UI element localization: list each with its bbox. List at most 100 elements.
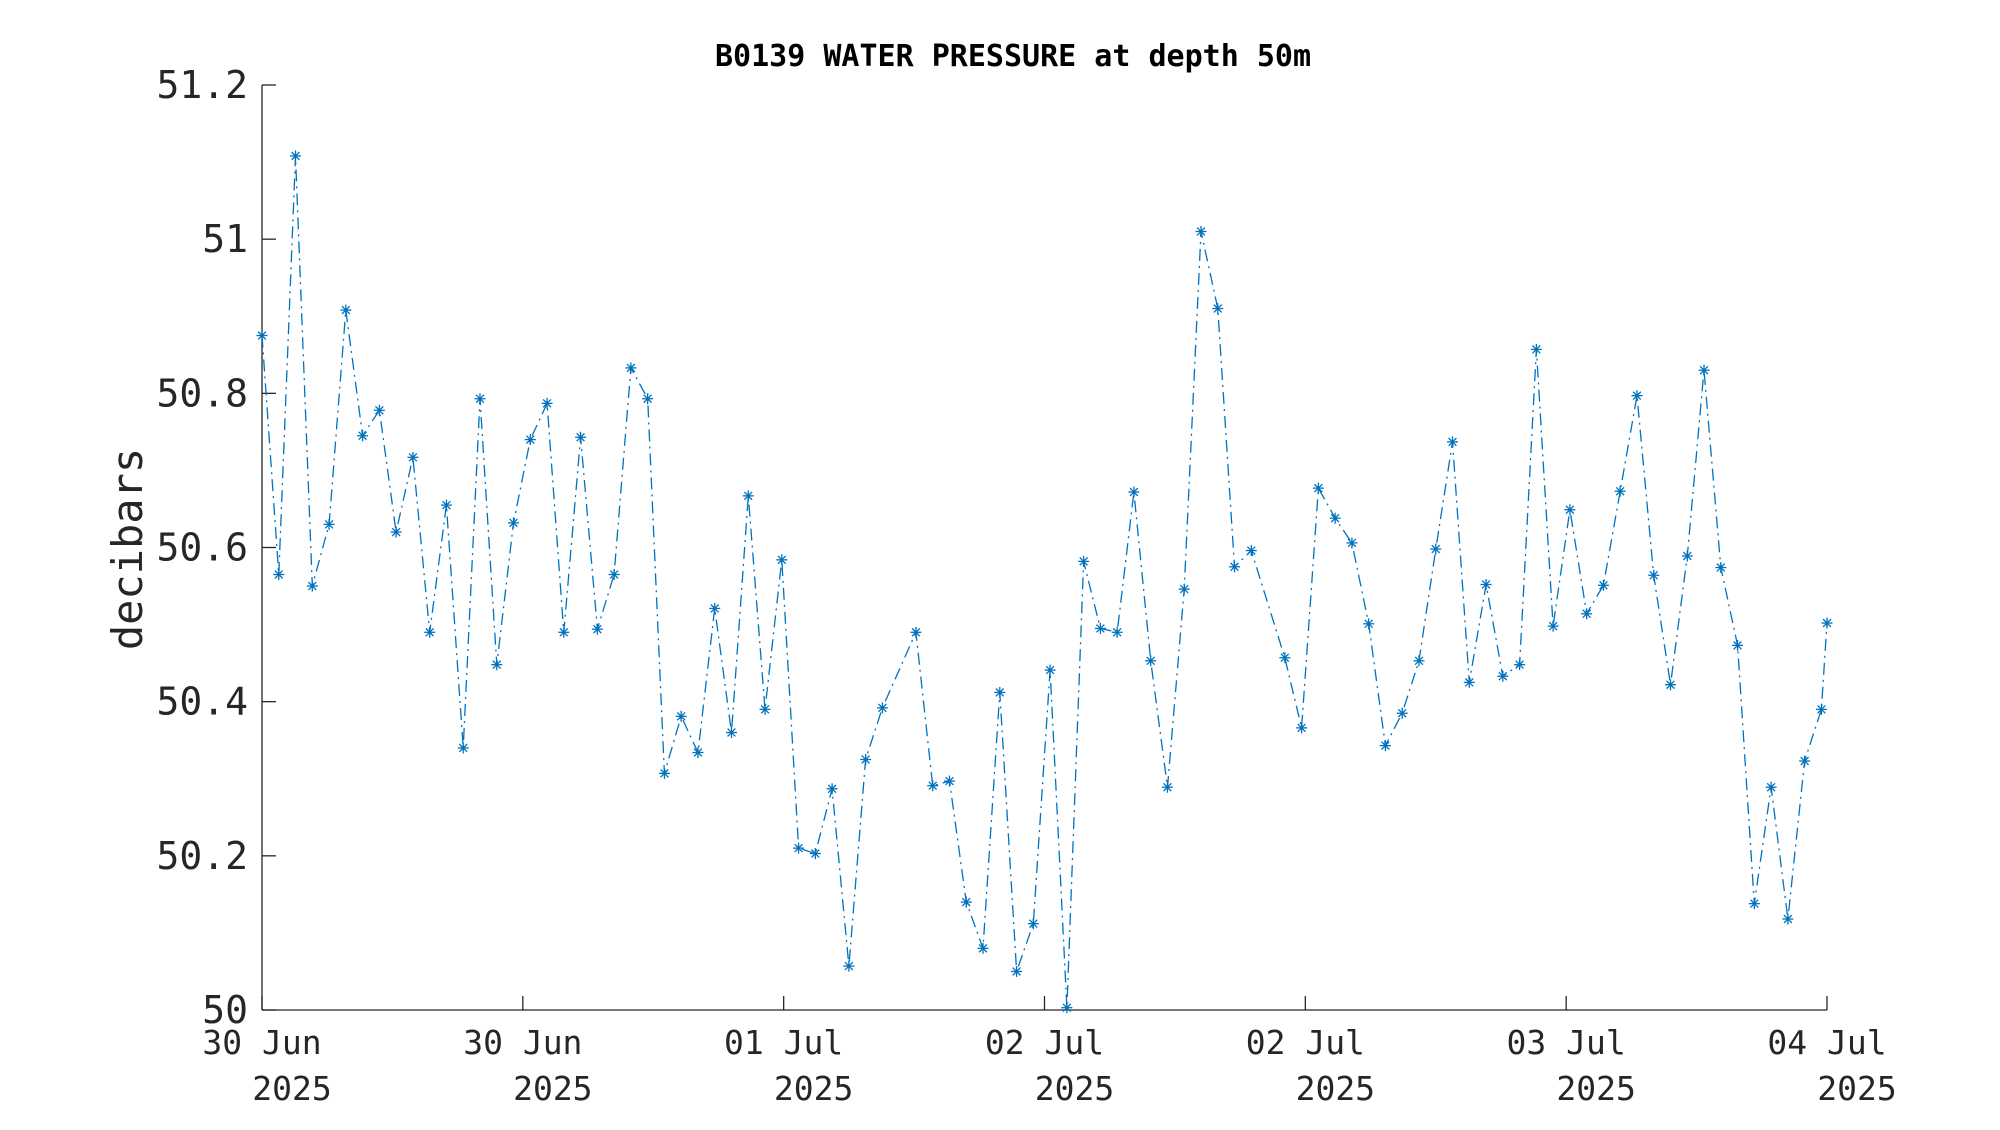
data-point-marker	[1581, 608, 1593, 620]
data-point-marker	[1027, 918, 1039, 930]
data-point-marker	[1011, 965, 1023, 977]
x-tick-label-year: 2025	[252, 1069, 331, 1108]
data-point-marker	[290, 150, 302, 162]
data-point-marker	[910, 626, 922, 638]
data-point-marker	[1396, 707, 1408, 719]
data-point-marker	[1480, 579, 1492, 590]
data-point-marker	[658, 767, 670, 779]
data-point-marker	[1094, 622, 1106, 634]
data-point-marker	[1698, 364, 1710, 376]
data-point-marker	[709, 602, 721, 614]
data-point-marker	[1765, 781, 1777, 793]
data-point-marker	[943, 775, 955, 787]
chart-title: B0139 WATER PRESSURE at depth 50m	[715, 39, 1311, 74]
data-point-marker	[675, 710, 687, 722]
data-point-marker	[1463, 676, 1475, 688]
data-point-marker	[1178, 583, 1190, 595]
data-point-marker	[373, 404, 385, 416]
data-point-marker	[407, 451, 419, 463]
data-point-marker	[1245, 545, 1257, 557]
data-point-marker	[1346, 537, 1358, 549]
data-point-marker	[541, 397, 553, 409]
data-point-marker	[491, 659, 503, 671]
data-point-marker	[608, 568, 620, 580]
data-point-marker	[1279, 652, 1291, 664]
data-point-marker	[424, 626, 436, 638]
data-point-marker	[843, 960, 855, 972]
data-point-marker	[390, 526, 402, 538]
data-point-marker	[1329, 512, 1341, 524]
data-point-marker	[1145, 655, 1157, 667]
data-point-marker	[977, 942, 989, 954]
data-point-marker	[692, 747, 704, 759]
x-ticks: 30 Jun 2025 30 Jun 2025 01 Jul 2025 02 Jul 2025…	[202, 996, 1897, 1108]
data-point-marker	[960, 896, 972, 908]
data-point-marker	[1229, 561, 1241, 573]
data-point-marker	[1128, 486, 1140, 498]
data-point-marker	[876, 702, 888, 714]
y-tick-label: 50.8	[156, 371, 248, 415]
data-point-marker	[726, 727, 737, 738]
data-point-marker	[1564, 504, 1576, 516]
x-tick-label-year: 2025	[1296, 1069, 1375, 1108]
data-point-marker	[1681, 550, 1693, 562]
data-point-marker	[1447, 436, 1459, 448]
y-tick-label: 50	[202, 988, 248, 1032]
y-tick-label: 50.6	[156, 526, 248, 570]
x-tick-label-date: 02 Jul	[1246, 1023, 1365, 1062]
y-tick-label: 50.2	[156, 834, 248, 878]
y-axis-label: decibars	[103, 448, 152, 650]
data-point-marker	[1379, 740, 1391, 752]
data-point-marker	[759, 703, 771, 715]
y-tick-label: 51	[202, 217, 248, 261]
data-point-marker	[1815, 703, 1827, 715]
x-tick-label-date: 01 Jul	[724, 1023, 843, 1062]
data-point-marker	[1078, 555, 1090, 567]
data-point-marker	[1631, 390, 1643, 402]
data-point-marker	[994, 686, 1006, 698]
data-point-marker	[625, 362, 637, 374]
data-point-marker	[1732, 639, 1744, 651]
data-point-marker	[357, 430, 369, 442]
x-tick-label-date: 02 Jul	[985, 1023, 1104, 1062]
x-tick-label-year: 2025	[1817, 1069, 1896, 1108]
data-point-marker	[1715, 562, 1727, 574]
data-point-marker	[1782, 913, 1794, 925]
data-point-marker	[927, 780, 939, 792]
data-point-marker	[591, 623, 603, 635]
data-point-marker	[1212, 303, 1224, 315]
data-point-marker	[1363, 618, 1375, 630]
series-group	[256, 150, 1833, 1014]
data-point-marker	[642, 393, 654, 405]
data-point-marker	[860, 753, 872, 765]
data-point-marker	[1614, 485, 1626, 497]
data-point-marker	[1597, 579, 1609, 591]
data-point-marker	[508, 517, 520, 529]
data-point-marker	[793, 842, 805, 854]
data-point-marker	[1497, 670, 1509, 682]
data-point-marker	[809, 848, 821, 860]
data-point-marker	[474, 393, 486, 405]
data-point-marker	[1195, 225, 1207, 237]
data-point-marker	[1161, 781, 1173, 793]
data-point-marker	[273, 568, 285, 580]
data-point-marker	[1296, 722, 1308, 734]
data-point-marker	[1111, 626, 1123, 638]
data-point-marker	[1547, 620, 1559, 632]
data-point-marker	[323, 518, 335, 530]
x-tick-label-year: 2025	[774, 1069, 853, 1108]
data-point-marker	[1312, 482, 1324, 494]
data-point-marker	[575, 431, 587, 443]
series-line	[261, 155, 1828, 1008]
data-point-marker	[1044, 664, 1056, 676]
data-point-marker	[340, 304, 352, 316]
data-point-marker	[1748, 898, 1760, 910]
y-tick-label: 50.4	[156, 680, 248, 724]
y-ticks: 50 50.2 50.4 50.6 50.8 51 51.2	[156, 63, 276, 1032]
data-point-marker	[1665, 679, 1676, 691]
x-tick-label-year: 2025	[1556, 1069, 1635, 1108]
y-tick-label: 51.2	[156, 63, 248, 107]
x-tick-label-date: 30 Jun	[463, 1023, 582, 1062]
data-point-marker	[1530, 343, 1542, 355]
data-point-marker	[1430, 543, 1442, 555]
